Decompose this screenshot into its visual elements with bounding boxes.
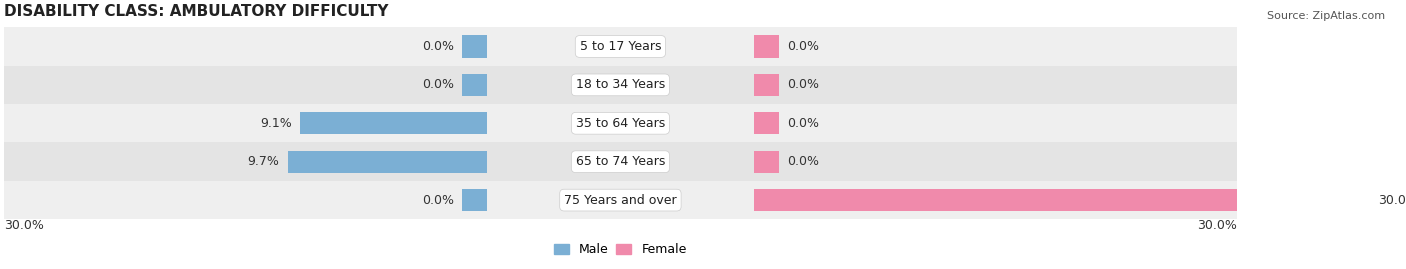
- Text: 18 to 34 Years: 18 to 34 Years: [576, 78, 665, 91]
- Bar: [4, 104, 1237, 143]
- Text: 0.0%: 0.0%: [422, 40, 454, 53]
- Bar: [463, 35, 486, 58]
- Bar: [288, 151, 486, 173]
- Text: 30.0%: 30.0%: [1378, 194, 1406, 207]
- Text: 75 Years and over: 75 Years and over: [564, 194, 676, 207]
- Bar: [4, 143, 1237, 181]
- Bar: [754, 189, 1371, 211]
- Bar: [4, 181, 1237, 219]
- Text: 30.0%: 30.0%: [1197, 219, 1237, 232]
- Bar: [299, 112, 486, 134]
- Bar: [754, 112, 779, 134]
- Bar: [754, 74, 779, 96]
- Text: 65 to 74 Years: 65 to 74 Years: [575, 155, 665, 168]
- Text: Source: ZipAtlas.com: Source: ZipAtlas.com: [1267, 11, 1385, 21]
- Text: 0.0%: 0.0%: [787, 40, 818, 53]
- Bar: [463, 189, 486, 211]
- Text: 0.0%: 0.0%: [422, 194, 454, 207]
- Text: 0.0%: 0.0%: [787, 117, 818, 130]
- Text: 30.0%: 30.0%: [4, 219, 44, 232]
- Bar: [754, 151, 779, 173]
- Text: 9.7%: 9.7%: [247, 155, 280, 168]
- Text: 35 to 64 Years: 35 to 64 Years: [576, 117, 665, 130]
- Text: 5 to 17 Years: 5 to 17 Years: [579, 40, 661, 53]
- Legend: Male, Female: Male, Female: [550, 238, 692, 261]
- Text: 0.0%: 0.0%: [787, 155, 818, 168]
- Text: 0.0%: 0.0%: [422, 78, 454, 91]
- Bar: [4, 66, 1237, 104]
- Bar: [754, 35, 779, 58]
- Bar: [463, 74, 486, 96]
- Bar: [4, 27, 1237, 66]
- Text: DISABILITY CLASS: AMBULATORY DIFFICULTY: DISABILITY CLASS: AMBULATORY DIFFICULTY: [4, 4, 388, 19]
- Text: 9.1%: 9.1%: [260, 117, 292, 130]
- Text: 0.0%: 0.0%: [787, 78, 818, 91]
